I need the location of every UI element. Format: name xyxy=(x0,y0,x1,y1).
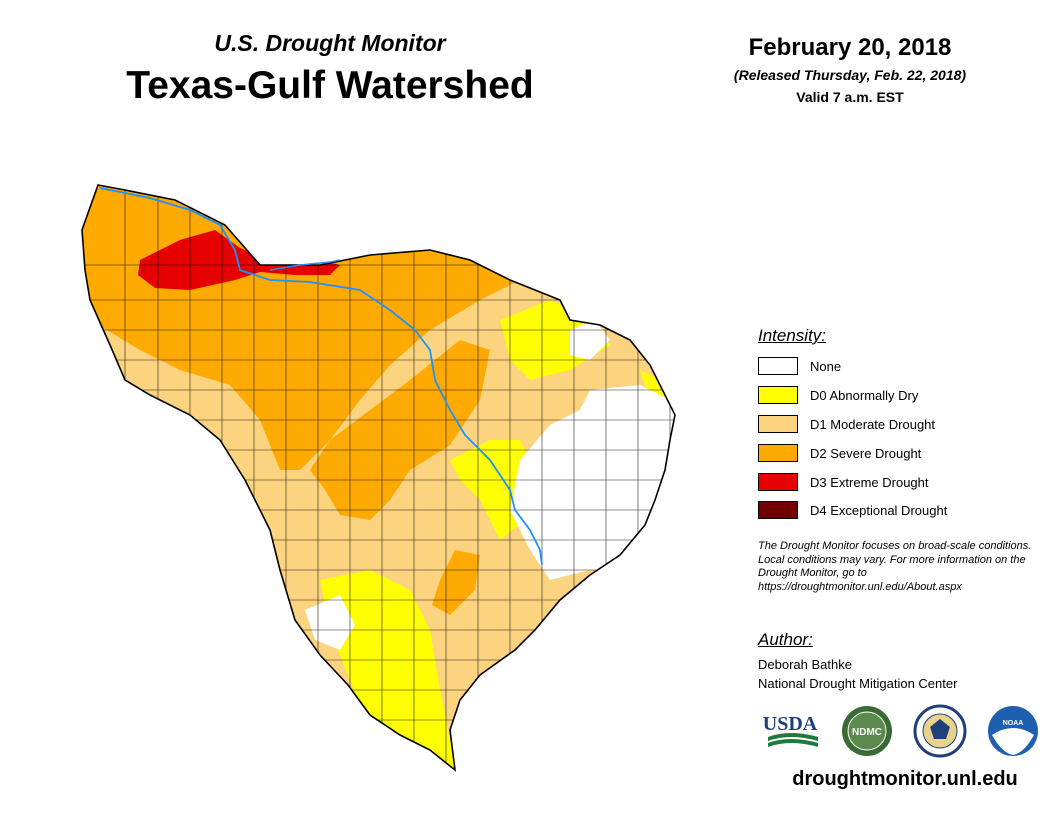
drought-areas xyxy=(82,185,675,770)
legend-swatch xyxy=(758,473,798,491)
drought-map xyxy=(81,184,676,772)
map-date: February 20, 2018 xyxy=(748,34,952,61)
watershed-boundary xyxy=(81,184,676,772)
svg-text:USDA: USDA xyxy=(763,713,818,735)
legend-label: D2 Severe Drought xyxy=(810,445,922,461)
disclaimer-text: The Drought Monitor focuses on broad-sca… xyxy=(758,540,1032,593)
svg-text:NOAA: NOAA xyxy=(1003,720,1024,727)
author-heading: Author: xyxy=(758,630,813,649)
valid-time: Valid 7 a.m. EST xyxy=(796,89,904,105)
no-drought-region-south xyxy=(305,595,355,650)
author-organization: National Drought Mitigation Center xyxy=(758,676,958,691)
d3-region xyxy=(138,230,340,290)
legend-label: None xyxy=(810,358,842,374)
d2-region-central xyxy=(310,340,490,520)
legend-item-d1: D1 Moderate Drought xyxy=(758,414,935,434)
svg-text:NDMC: NDMC xyxy=(852,727,882,738)
map-title: Texas-Gulf Watershed xyxy=(126,64,534,107)
d2-region-south xyxy=(432,550,480,615)
legend-label: D1 Moderate Drought xyxy=(810,416,936,432)
red-river xyxy=(99,187,543,566)
legend-item-d2: D2 Severe Drought xyxy=(758,443,921,463)
website-url: droughtmonitor.unl.edu xyxy=(792,768,1018,790)
legend-heading: Intensity: xyxy=(758,326,827,345)
ndmc-logo: NDMC xyxy=(842,706,892,756)
legend-swatch xyxy=(758,415,798,433)
legend-swatch xyxy=(758,501,798,519)
legend-item-d0: D0 Abnormally Dry xyxy=(758,385,918,405)
legend-label: D4 Exceptional Drought xyxy=(810,502,948,518)
legend-swatch xyxy=(758,357,798,375)
noaa-logo: NOAA xyxy=(988,706,1038,756)
author-name: Deborah Bathke xyxy=(758,657,852,672)
legend-item-none: None xyxy=(758,356,841,376)
legend-label: D0 Abnormally Dry xyxy=(810,387,919,403)
map-subtitle: U.S. Drought Monitor xyxy=(214,30,446,56)
doc-seal-logo xyxy=(913,704,967,758)
legend-swatch xyxy=(758,444,798,462)
legend-item-d3: D3 Extreme Drought xyxy=(758,472,929,492)
legend-swatch xyxy=(758,386,798,404)
usda-logo: USDA xyxy=(763,713,818,747)
legend-item-d4: D4 Exceptional Drought xyxy=(758,500,947,520)
agency-logos: USDA NDMC NOAA xyxy=(763,704,1038,758)
d0-region-south xyxy=(320,570,460,770)
release-date: (Released Thursday, Feb. 22, 2018) xyxy=(733,67,967,83)
river-tributary xyxy=(269,259,341,271)
legend-label: D3 Extreme Drought xyxy=(810,474,929,490)
